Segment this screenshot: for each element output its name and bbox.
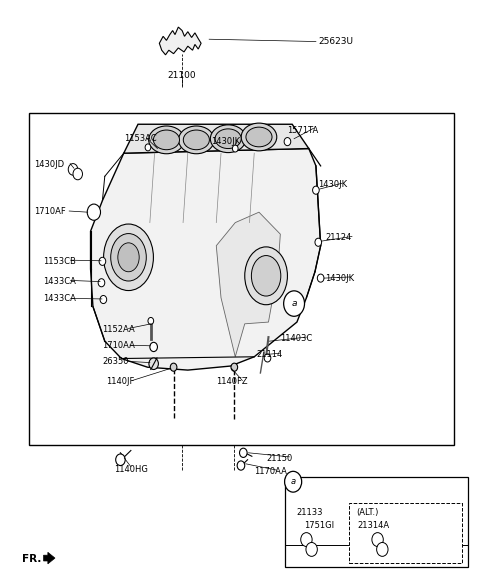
Text: 1170AA: 1170AA (254, 467, 287, 476)
Polygon shape (91, 148, 321, 370)
Text: 1433CA: 1433CA (43, 276, 76, 286)
Circle shape (100, 296, 107, 304)
Ellipse shape (118, 243, 139, 272)
Polygon shape (216, 212, 280, 357)
Circle shape (264, 354, 271, 362)
Ellipse shape (183, 130, 209, 150)
Text: FR.: FR. (22, 554, 41, 564)
Ellipse shape (246, 127, 272, 147)
Text: 1140FZ: 1140FZ (216, 377, 248, 386)
Text: 1140HG: 1140HG (114, 465, 148, 474)
Circle shape (87, 204, 100, 220)
Text: 25623U: 25623U (318, 37, 353, 46)
Ellipse shape (241, 123, 277, 151)
Ellipse shape (179, 126, 214, 154)
Text: 21314A: 21314A (358, 521, 390, 530)
FancyBboxPatch shape (349, 503, 462, 563)
Circle shape (150, 342, 157, 352)
Circle shape (149, 358, 158, 370)
Text: 11403C: 11403C (280, 334, 312, 343)
Ellipse shape (104, 224, 154, 291)
Circle shape (312, 186, 319, 194)
Circle shape (68, 164, 78, 175)
Text: 1430JD: 1430JD (34, 160, 64, 169)
Circle shape (315, 238, 322, 246)
Text: 1710AF: 1710AF (34, 207, 65, 215)
Text: 21150: 21150 (266, 454, 292, 463)
Text: 1430JK: 1430JK (325, 274, 355, 283)
Circle shape (284, 138, 291, 145)
Text: 1153AC: 1153AC (124, 134, 156, 142)
Circle shape (301, 533, 312, 547)
Circle shape (231, 363, 238, 371)
Circle shape (372, 533, 384, 547)
Text: 1430JK: 1430JK (212, 137, 240, 146)
Text: 1571TA: 1571TA (288, 126, 319, 134)
Text: (ALT.): (ALT.) (356, 509, 379, 517)
Circle shape (116, 454, 125, 465)
Polygon shape (124, 124, 309, 153)
Polygon shape (44, 552, 55, 564)
Text: 21133: 21133 (296, 509, 323, 517)
Text: 1140JF: 1140JF (106, 377, 134, 386)
Text: 1710AA: 1710AA (102, 340, 135, 350)
Text: 26350: 26350 (102, 357, 129, 366)
Circle shape (237, 461, 245, 470)
Circle shape (232, 145, 238, 152)
Circle shape (73, 168, 83, 180)
Ellipse shape (111, 234, 146, 281)
Circle shape (317, 274, 324, 282)
Circle shape (145, 144, 151, 151)
Circle shape (306, 543, 317, 557)
Text: a: a (291, 299, 297, 308)
Text: 1152AA: 1152AA (102, 325, 135, 333)
Circle shape (170, 363, 177, 371)
Text: 1433CA: 1433CA (43, 294, 76, 304)
Ellipse shape (210, 125, 246, 152)
FancyBboxPatch shape (29, 113, 454, 445)
Circle shape (148, 318, 154, 324)
Circle shape (99, 258, 106, 265)
Ellipse shape (149, 126, 184, 154)
Text: 21124: 21124 (325, 233, 352, 242)
Circle shape (285, 471, 301, 492)
Text: 21100: 21100 (168, 71, 196, 79)
Circle shape (377, 543, 388, 557)
Ellipse shape (252, 256, 281, 296)
Circle shape (98, 279, 105, 287)
Circle shape (284, 291, 304, 317)
Text: 21114: 21114 (257, 350, 283, 359)
Ellipse shape (154, 130, 180, 150)
Ellipse shape (215, 129, 241, 148)
Polygon shape (159, 27, 201, 55)
FancyBboxPatch shape (285, 477, 468, 566)
Text: 1153CB: 1153CB (43, 257, 76, 266)
Circle shape (240, 448, 247, 457)
Text: 1430JK: 1430JK (318, 180, 348, 189)
Ellipse shape (245, 247, 288, 305)
Text: a: a (290, 477, 296, 486)
Text: 1751GI: 1751GI (304, 521, 334, 530)
